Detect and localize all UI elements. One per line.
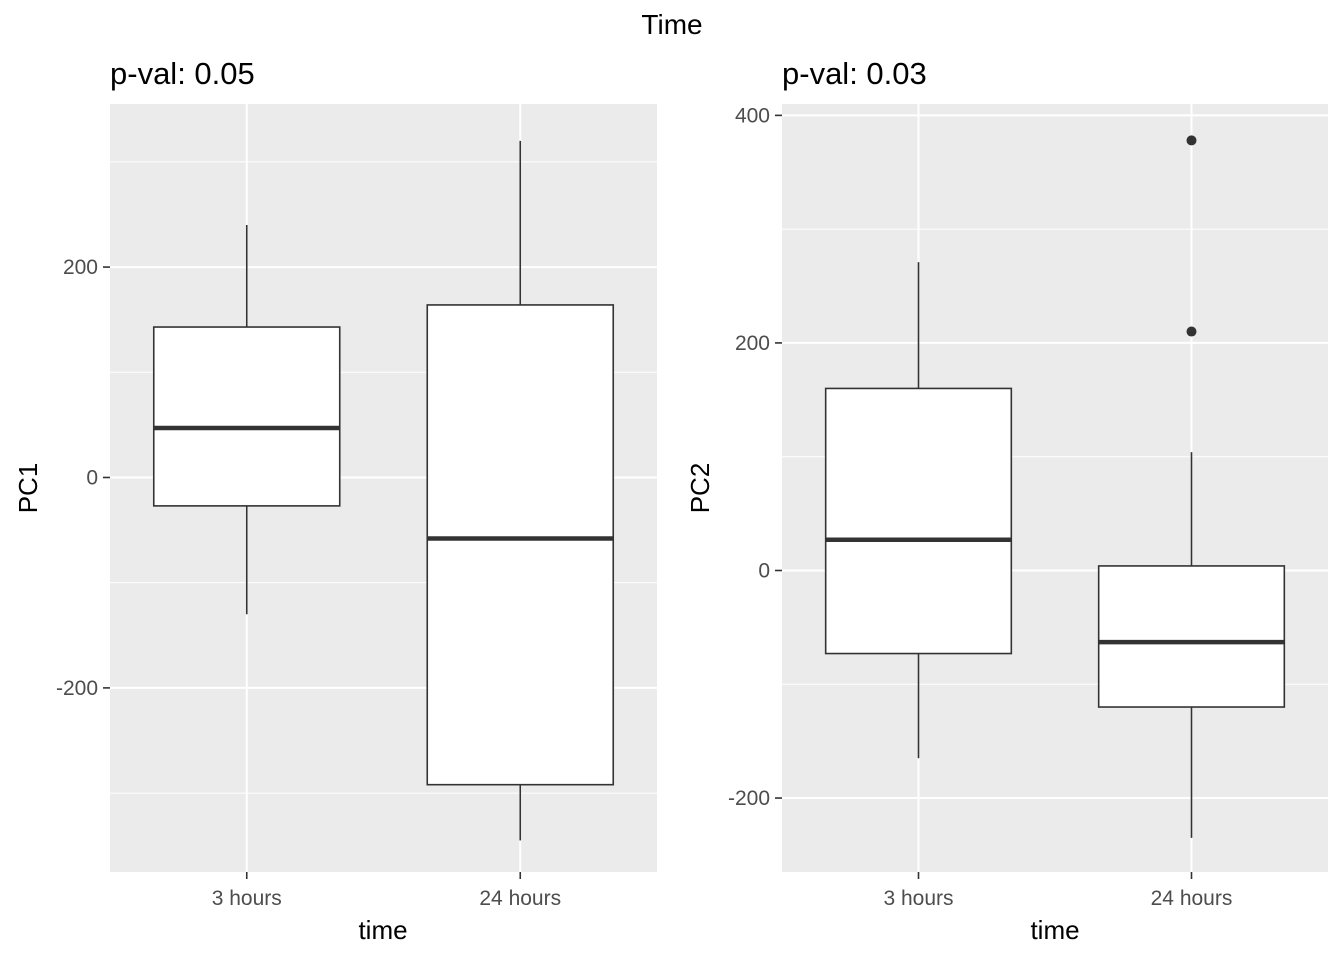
y-axis-title: PC2	[685, 463, 715, 514]
y-tick-label: 200	[735, 332, 770, 355]
chart-title: p-val: 0.05	[110, 56, 255, 91]
outlier-point	[1186, 135, 1197, 146]
x-tick-label: 24 hours	[1151, 887, 1233, 910]
chart-title: p-val: 0.03	[782, 56, 927, 91]
x-axis-title: time	[1030, 915, 1079, 945]
box-iqr	[426, 304, 615, 786]
y-tick-label: 200	[63, 256, 98, 279]
x-tick-label: 24 hours	[479, 887, 561, 910]
y-tick-label: -200	[56, 677, 98, 700]
plot-area: -200 0 200 400 3 hours 24 hours	[728, 104, 1328, 910]
y-tick-label: 0	[758, 559, 770, 582]
figure-title: Time	[641, 9, 702, 40]
plot-area: -200 0 200 3 hours 24 hours	[56, 104, 657, 910]
outlier-point	[1186, 326, 1197, 337]
box-iqr	[824, 387, 1013, 655]
box-iqr	[152, 326, 341, 507]
chart-panel-pc2: -200 0 200 400 3 hours 24 hours p-val: 0.03 t…	[685, 56, 1328, 945]
x-tick-label: 3 hours	[212, 887, 282, 910]
y-axis-title: PC1	[13, 463, 43, 514]
y-tick-label: 0	[86, 466, 98, 489]
chart-panel-pc1: -200 0 200 3 hours 24 hours p-val: 0.05 time…	[13, 56, 657, 945]
y-tick-label: -200	[728, 787, 770, 810]
x-axis-title: time	[358, 915, 407, 945]
y-tick-label: 400	[735, 104, 770, 127]
x-tick-label: 3 hours	[883, 887, 953, 910]
box-iqr	[1097, 565, 1286, 708]
